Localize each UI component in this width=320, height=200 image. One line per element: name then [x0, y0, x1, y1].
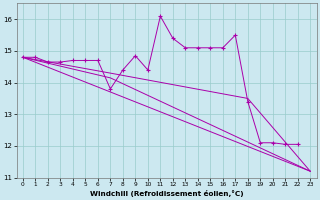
X-axis label: Windchill (Refroidissement éolien,°C): Windchill (Refroidissement éolien,°C) [90, 190, 244, 197]
